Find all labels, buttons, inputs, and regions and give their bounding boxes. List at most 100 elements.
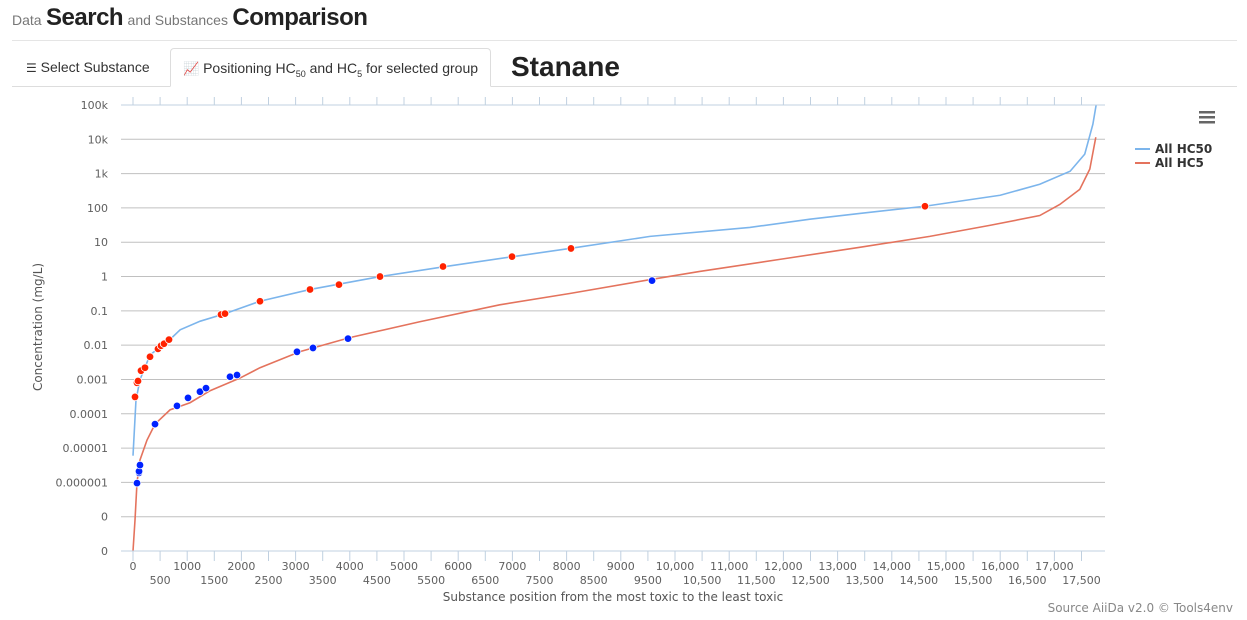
y-tick-label: 100 bbox=[87, 202, 108, 215]
x-tick-label: 3500 bbox=[309, 574, 337, 587]
hc5-point bbox=[308, 343, 318, 353]
x-tick-label: 1000 bbox=[173, 560, 201, 573]
x-tick-label: 9500 bbox=[634, 574, 662, 587]
x-tick-label: 500 bbox=[150, 574, 171, 587]
x-tick-label: 13,500 bbox=[845, 574, 884, 587]
x-tick-label: 6500 bbox=[471, 574, 499, 587]
header-divider bbox=[12, 40, 1237, 41]
hc50-point bbox=[140, 363, 150, 372]
x-tick-label: 12,000 bbox=[764, 560, 803, 573]
series-line-all-hc5 bbox=[132, 137, 1097, 552]
y-tick-label: 10 bbox=[94, 236, 108, 249]
y-tick-label: 100k bbox=[81, 99, 109, 112]
hc50-point bbox=[920, 202, 930, 211]
hc5-point bbox=[183, 393, 193, 403]
hc50-point bbox=[133, 376, 143, 386]
hc5-point bbox=[343, 334, 353, 343]
legend-item[interactable]: All HC50 bbox=[1155, 142, 1212, 156]
hc50-point bbox=[375, 272, 385, 281]
hc50-point bbox=[566, 244, 576, 253]
x-tick-label: 11,500 bbox=[737, 574, 776, 587]
x-tick-label: 17,500 bbox=[1062, 574, 1101, 587]
x-tick-label: 4000 bbox=[336, 560, 364, 573]
chart-icon: 📈 bbox=[183, 61, 200, 76]
hc50-point bbox=[164, 335, 174, 344]
y-axis-title: Concentration (mg/L) bbox=[31, 263, 45, 391]
y-tick-label: 0.01 bbox=[84, 339, 109, 352]
x-tick-label: 14,500 bbox=[900, 574, 939, 587]
hc50-point bbox=[255, 297, 265, 306]
hc5-point bbox=[150, 419, 160, 429]
y-tick-label: 0 bbox=[101, 545, 108, 558]
title-and-substances: and Substances bbox=[127, 12, 228, 28]
legend-item[interactable]: All HC5 bbox=[1155, 156, 1204, 170]
x-tick-label: 10,500 bbox=[683, 574, 722, 587]
y-tick-label: 0.001 bbox=[77, 373, 109, 386]
x-tick-label: 15,000 bbox=[927, 560, 966, 573]
x-axis-title: Substance position from the most toxic t… bbox=[443, 590, 783, 604]
x-tick-label: 8000 bbox=[553, 560, 581, 573]
substance-name: Stanane bbox=[511, 51, 620, 82]
hc50-point bbox=[507, 252, 517, 261]
hc5-point bbox=[232, 370, 242, 380]
y-tick-label: 0 bbox=[101, 511, 108, 524]
y-tick-label: 0.0001 bbox=[70, 408, 109, 421]
hc5-point bbox=[201, 383, 211, 393]
y-tick-label: 1 bbox=[101, 271, 108, 284]
x-tick-label: 13,000 bbox=[818, 560, 857, 573]
y-tick-label: 0.1 bbox=[91, 305, 109, 318]
x-tick-label: 16,500 bbox=[1008, 574, 1047, 587]
tab-label-a: Positioning HC bbox=[203, 60, 296, 76]
x-tick-label: 7500 bbox=[526, 574, 554, 587]
series-line-all-hc50 bbox=[132, 104, 1097, 456]
x-tick-label: 6000 bbox=[444, 560, 472, 573]
tab-bar: ☰ Select Substance 📈 Positioning HC50 an… bbox=[12, 48, 1237, 87]
title-comparison: Comparison bbox=[232, 4, 368, 31]
x-tick-label: 17,000 bbox=[1035, 560, 1074, 573]
title-search: Search bbox=[46, 4, 124, 31]
hc5-point bbox=[647, 276, 657, 285]
x-tick-label: 10,000 bbox=[656, 560, 695, 573]
hc50-point bbox=[145, 352, 155, 361]
y-tick-label: 10k bbox=[88, 133, 109, 146]
x-tick-label: 5500 bbox=[417, 574, 445, 587]
list-icon: ☰ bbox=[26, 61, 37, 75]
credits[interactable]: Source AiiDa v2.0 © Tools4env bbox=[1048, 601, 1233, 615]
hc50-point bbox=[305, 285, 315, 294]
x-tick-label: 15,500 bbox=[954, 574, 993, 587]
y-tick-label: 1k bbox=[95, 168, 109, 181]
tab-select-substance[interactable]: ☰ Select Substance bbox=[14, 48, 162, 86]
page-title: Data Search and Substances Comparison bbox=[12, 4, 368, 32]
x-tick-label: 4500 bbox=[363, 574, 391, 587]
x-tick-label: 11,000 bbox=[710, 560, 749, 573]
tab-positioning[interactable]: 📈 Positioning HC50 and HC5 for selected … bbox=[170, 48, 492, 87]
tab-sub-a: 50 bbox=[295, 68, 306, 79]
tab-label-b: and HC bbox=[305, 60, 358, 76]
x-tick-label: 2000 bbox=[227, 560, 255, 573]
y-tick-label: 0.000001 bbox=[56, 476, 109, 489]
x-tick-label: 14,000 bbox=[873, 560, 912, 573]
x-tick-label: 2500 bbox=[255, 574, 283, 587]
x-tick-label: 16,000 bbox=[981, 560, 1020, 573]
hc5-point bbox=[172, 401, 182, 411]
tab-sub-b: 5 bbox=[357, 68, 363, 79]
hc50-point bbox=[220, 309, 230, 318]
x-tick-label: 5000 bbox=[390, 560, 418, 573]
menu-icon[interactable] bbox=[1199, 111, 1215, 124]
hc5-point bbox=[132, 478, 142, 488]
x-tick-label: 12,500 bbox=[791, 574, 830, 587]
tab-label: Select Substance bbox=[40, 59, 150, 75]
hc5-point bbox=[135, 460, 145, 470]
hc5-point bbox=[195, 387, 205, 396]
x-tick-label: 9000 bbox=[607, 560, 635, 573]
hc5-point bbox=[225, 372, 235, 381]
hc50-point bbox=[334, 280, 344, 289]
tab-label-c: for selected group bbox=[362, 60, 479, 76]
x-tick-label: 3000 bbox=[282, 560, 310, 573]
hc5-point bbox=[292, 347, 302, 357]
y-tick-label: 0.00001 bbox=[63, 442, 109, 455]
x-tick-label: 0 bbox=[130, 560, 137, 573]
hc50-point bbox=[438, 262, 448, 271]
x-tick-label: 8500 bbox=[580, 574, 608, 587]
